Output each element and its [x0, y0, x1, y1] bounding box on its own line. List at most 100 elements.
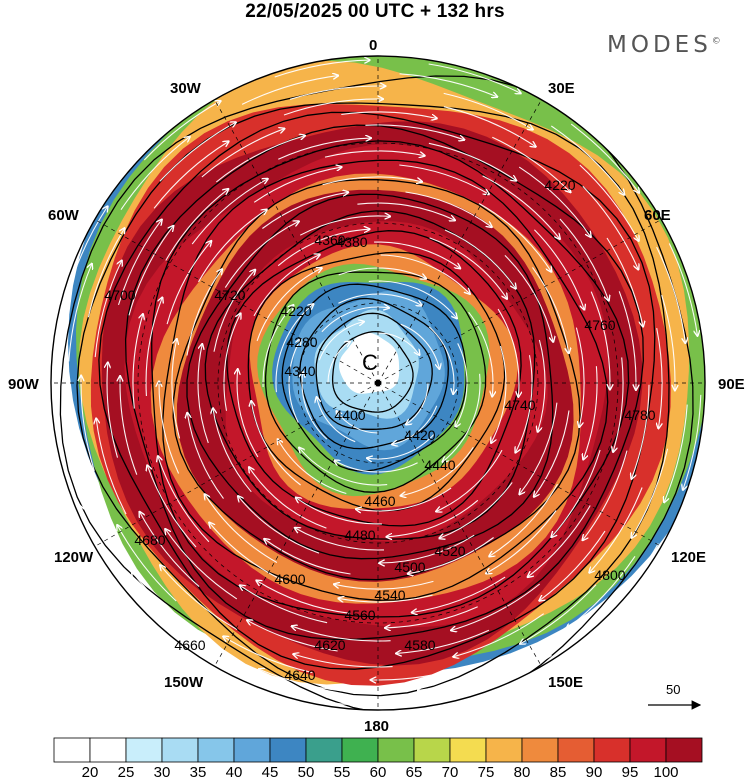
wind-speed-field [55, 56, 705, 710]
streamline [440, 482, 513, 538]
streamline [117, 220, 162, 306]
streamline [334, 461, 418, 473]
contour-label: 4480 [344, 527, 375, 543]
streamline [241, 76, 338, 105]
streamline [277, 229, 369, 267]
streamline [132, 314, 143, 409]
streamline [120, 376, 138, 475]
streamline [456, 343, 468, 426]
streamline [428, 326, 454, 394]
streamline [327, 342, 350, 384]
streamline [186, 269, 222, 356]
colorbar-tick: 50 [297, 764, 315, 781]
contour-label: 4620 [314, 637, 345, 653]
streamline [337, 411, 379, 434]
streamline [589, 487, 643, 573]
contour-label: 4380 [336, 234, 367, 250]
colorbar-swatch [233, 737, 271, 763]
streamline [377, 332, 419, 355]
streamline [275, 304, 313, 393]
streamline [613, 357, 624, 451]
streamline [153, 142, 228, 209]
contour-label: 4220 [280, 303, 311, 319]
streamline [598, 543, 659, 620]
streamline [322, 176, 422, 186]
colorbar-swatch [449, 737, 487, 763]
streamline [278, 138, 371, 160]
streamline [606, 237, 643, 326]
colorbar-tick: 45 [261, 764, 279, 781]
height-contour [315, 312, 433, 430]
streamline [400, 323, 440, 369]
colorbar-tick-labels: 20 25 30 35 40 45 50 55 60 65 70 75 80 85 90 95 100 [0, 764, 750, 782]
streamline [418, 661, 515, 691]
streamline [253, 255, 320, 317]
streamline [170, 630, 253, 682]
streamline [516, 355, 533, 452]
streamline [198, 210, 267, 283]
streamline [215, 136, 304, 183]
streamline [299, 216, 390, 236]
streamline [668, 243, 697, 336]
latitude-circle [217, 222, 539, 544]
streamline [292, 626, 391, 642]
streamline [317, 397, 356, 443]
streamline [120, 137, 190, 211]
streamline [367, 433, 435, 459]
meridian-line [377, 382, 542, 667]
colorbar-tick: 40 [225, 764, 243, 781]
streamline [365, 124, 464, 140]
streamline [201, 129, 284, 178]
streamline [249, 467, 327, 529]
contour-label: 4800 [594, 567, 625, 583]
streamline [338, 293, 421, 305]
colorbar-tick: 90 [585, 764, 603, 781]
streamline [278, 439, 347, 495]
streamline [302, 372, 328, 440]
streamline [213, 408, 252, 493]
streamline [68, 264, 92, 362]
colorbar-swatch [341, 737, 379, 763]
streamline [453, 613, 545, 657]
colorbar-swatch [89, 737, 127, 763]
colorbar-swatch [413, 737, 451, 763]
longitude-label: 150E [548, 674, 584, 691]
streamline [583, 366, 598, 459]
brand-copyright: © [711, 36, 721, 47]
streamline [428, 63, 521, 93]
streamline [478, 203, 551, 272]
streamline [374, 241, 460, 268]
streamline [224, 221, 298, 288]
streamline [368, 280, 457, 318]
colorbar [53, 737, 703, 763]
streamline [187, 413, 224, 499]
longitude-label: 30E [548, 80, 575, 97]
longitude-label: 90W [8, 376, 39, 393]
streamline [657, 327, 663, 428]
contour-label: 4760 [584, 317, 615, 333]
meridian-line [214, 99, 379, 384]
longitude-label: 120E [671, 549, 707, 566]
streamline [380, 254, 470, 294]
streamline [132, 571, 206, 641]
streamline [71, 423, 100, 520]
streamline [463, 654, 552, 694]
streamline [96, 419, 127, 515]
colorbar-swatch [197, 737, 235, 763]
contour-label: 4680 [134, 532, 165, 548]
streamline [532, 267, 569, 353]
contour-label: 4400 [334, 407, 365, 423]
streamline [341, 111, 436, 118]
contour-label: 4780 [624, 407, 655, 423]
map-border [50, 55, 706, 711]
streamline [247, 620, 338, 652]
streamline [379, 534, 475, 563]
streamline [443, 106, 536, 147]
contour-label: 4640 [284, 667, 315, 683]
latitude-circle [297, 302, 459, 464]
streamline [288, 339, 300, 423]
streamline [583, 450, 628, 540]
streamline [401, 446, 474, 495]
streamline [656, 246, 686, 343]
streamline [582, 185, 639, 269]
